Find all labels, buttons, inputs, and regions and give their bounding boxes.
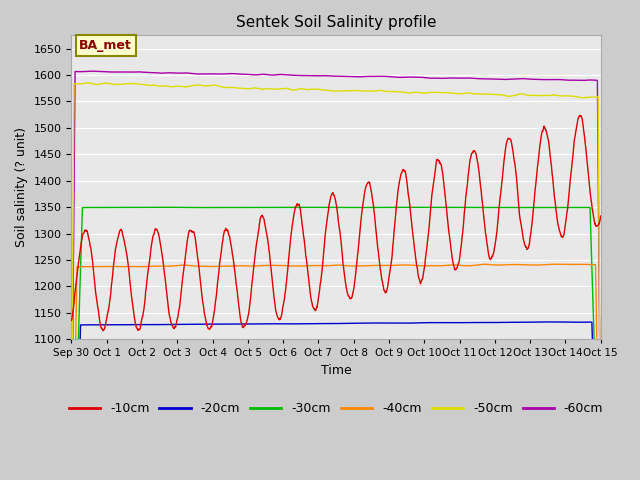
Y-axis label: Soil salinity (? unit): Soil salinity (? unit) (15, 127, 28, 247)
Text: BA_met: BA_met (79, 39, 132, 52)
Title: Sentek Soil Salinity profile: Sentek Soil Salinity profile (236, 15, 436, 30)
Legend: -10cm, -20cm, -30cm, -40cm, -50cm, -60cm: -10cm, -20cm, -30cm, -40cm, -50cm, -60cm (64, 397, 609, 420)
X-axis label: Time: Time (321, 364, 351, 377)
